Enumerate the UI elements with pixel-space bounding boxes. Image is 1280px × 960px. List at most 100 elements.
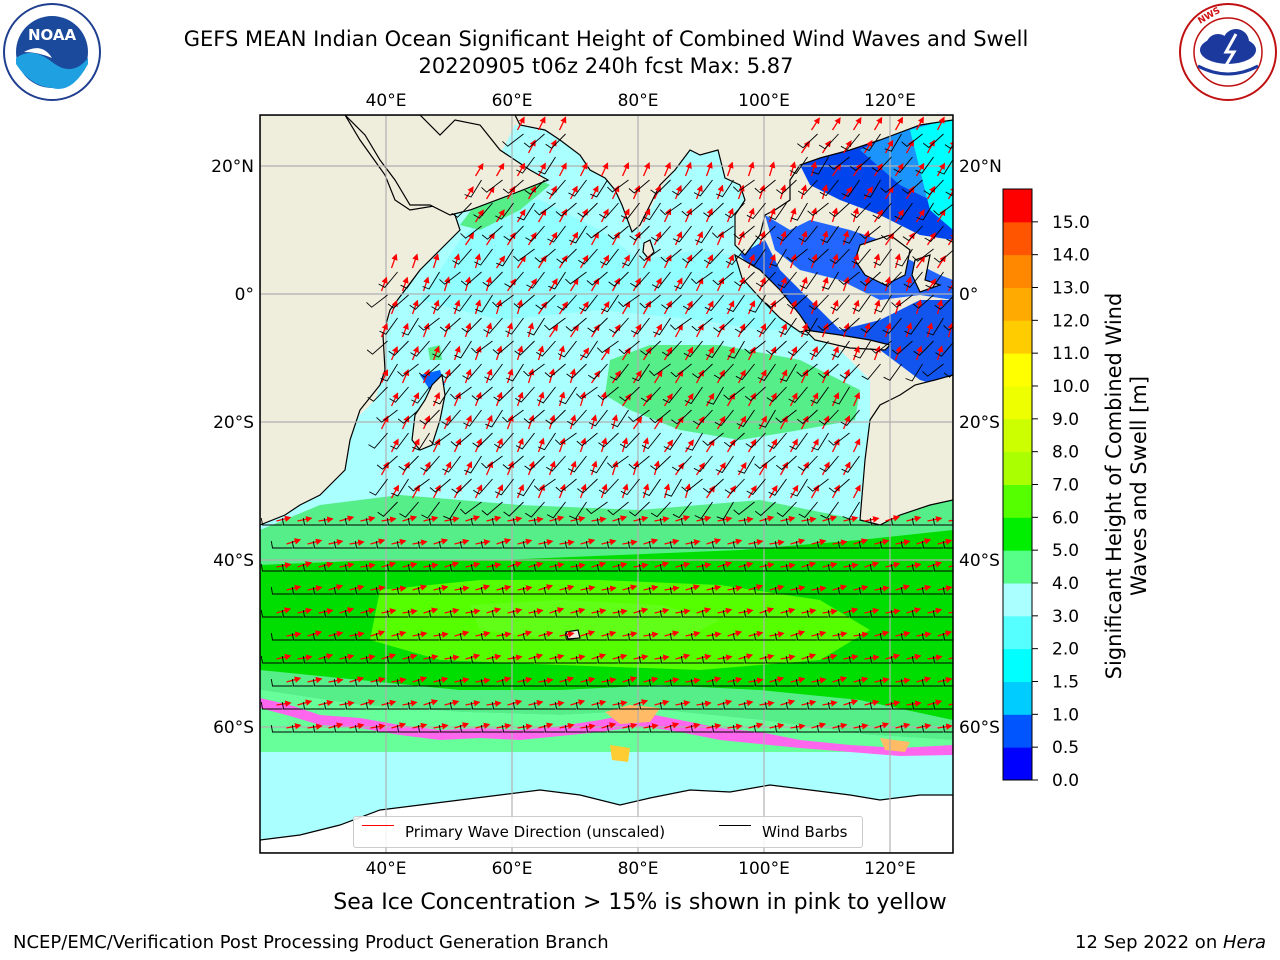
wave-direction-arrow [664,630,680,637]
wave-direction-arrow [528,516,544,523]
wind-barb [587,317,608,333]
wind-barb [690,271,713,285]
wave-direction-arrow [759,653,775,661]
wind-barb [659,656,682,664]
wave-direction-arrow [726,438,736,453]
wave-direction-arrow [632,460,640,476]
wave-direction-arrow [696,562,712,569]
wind-barb [442,455,461,473]
wave-direction-arrow [444,607,460,615]
wave-direction-arrow [789,253,797,269]
wave-direction-arrow [758,323,767,338]
wave-direction-arrow [569,231,579,246]
wind-barb [538,156,556,175]
wind-barb [861,363,881,380]
wave-direction-arrow [948,565,953,568]
wind-barb [925,271,944,289]
wave-direction-arrow [433,631,449,638]
wave-direction-arrow [570,607,586,614]
wave-direction-arrow [444,654,460,661]
wind-barb [818,133,839,150]
wind-barb [753,541,776,549]
wave-direction-arrow [906,562,922,569]
wind-barb [554,564,577,572]
wave-direction-arrow [516,208,526,223]
wind-barb [506,363,524,382]
wind-barb [470,564,493,572]
wind-barb [881,271,902,288]
wave-direction-arrow [390,438,399,453]
wave-direction-arrow [423,515,439,523]
wave-direction-arrow [937,585,953,592]
wave-direction-arrow [276,562,292,569]
wind-barb [480,679,503,687]
colorbar-tick-label: 10.0 [1052,377,1090,397]
wind-barb [517,202,535,221]
wind-barb [408,478,430,492]
wind-barb [365,702,388,710]
colorbar-swatch [1003,386,1032,420]
wave-direction-arrow [422,368,430,384]
wave-direction-arrow [642,208,651,223]
wave-direction-arrow [874,538,890,546]
wind-barb [727,340,745,359]
wave-direction-arrow [852,299,860,315]
wind-barb [869,518,892,526]
wave-direction-arrow [569,185,578,200]
wave-direction-arrow [286,584,302,592]
wave-direction-arrow [937,538,953,545]
wind-barb [565,271,587,285]
wind-barb [617,610,640,618]
wind-barb [515,386,535,403]
wave-direction-arrow [507,561,523,568]
wind-barb [893,156,913,173]
colorbar-swatch [1003,550,1032,584]
wind-barb [871,156,892,173]
wind-barb [743,518,766,526]
chart-subtitle-forecast: 20220905 t06z 240h fcst Max: 5.87 [418,54,794,78]
wave-direction-arrow [339,515,355,522]
wave-direction-arrow [926,322,934,338]
wave-direction-arrow [591,561,607,568]
wave-direction-arrow [937,676,953,684]
wind-barb [606,455,629,469]
wave-direction-arrow [360,699,376,706]
wave-direction-arrow [832,584,848,591]
wave-direction-arrow [559,584,575,591]
wind-barb [670,363,692,378]
wind-barb [546,501,566,519]
wave-direction-arrow [538,722,554,729]
wind-barb [407,564,430,572]
wave-direction-arrow [727,538,743,545]
wave-direction-arrow [621,483,629,499]
wind-barb [323,610,346,618]
wave-direction-arrow [747,485,757,499]
wind-barb [673,271,692,290]
wave-direction-arrow [779,184,787,200]
wind-barb [669,633,692,641]
wind-barb [568,501,587,520]
wave-direction-arrow [370,676,386,684]
nws-logo: NWS [1179,3,1277,101]
wave-direction-arrow [444,561,460,568]
wave-direction-arrow [915,345,923,361]
wave-direction-arrow [590,231,599,246]
wind-barb [911,702,934,710]
wind-barb [800,317,818,336]
wind-barb [774,679,797,687]
wave-direction-arrow [591,608,607,615]
wind-barb [386,564,409,572]
wind-barb [903,271,923,288]
wave-direction-arrow [821,184,829,200]
wave-direction-arrow [801,516,817,523]
wind-barb [575,564,598,572]
wind-barb [756,317,776,335]
wave-direction-arrow [748,539,764,546]
wave-direction-arrow [600,162,609,177]
wave-direction-arrow [412,539,428,546]
wind-barb [734,317,755,334]
colorbar-tick-label: 5.0 [1052,541,1079,561]
wind-barb [627,725,650,733]
wave-direction-arrow [936,116,945,131]
